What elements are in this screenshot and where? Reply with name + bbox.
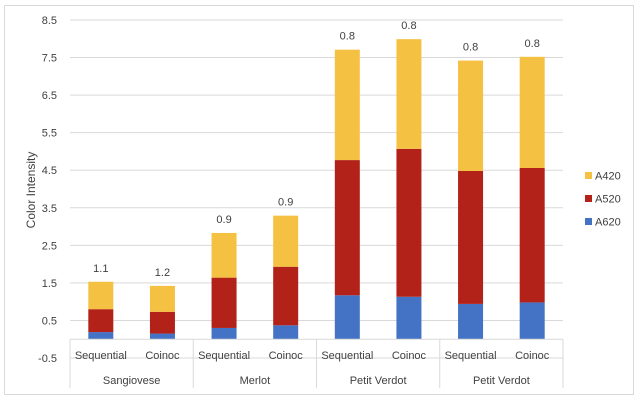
y-tick-label: 7.5 [42,53,57,65]
bar-segment-a620 [211,327,237,340]
group-label: Sangiovese [103,375,161,387]
bar-segment-a420 [396,39,422,149]
bar-segment-a420 [334,49,360,161]
data-label: 1.1 [93,263,108,275]
legend-swatch-a520 [585,195,592,202]
data-label: 0.8 [401,20,416,32]
y-axis-title: Color Intensity [24,152,38,229]
bar-segment-a620 [149,333,175,340]
bar-segment-a620 [519,302,545,340]
data-label: 0.9 [278,197,293,209]
y-tick-label: 6.5 [42,90,57,102]
bar-segment-a520 [273,266,299,326]
y-tick-label: 8.5 [42,15,57,27]
legend-label: A520 [595,194,621,206]
bar-segment-a620 [334,295,360,340]
bar-segment-a520 [396,148,422,297]
x-tick-label: Coinoc [269,350,304,362]
x-tick-label: Coinoc [392,350,427,362]
y-tick-label: 1.5 [42,278,57,290]
y-tick-label: 3.5 [42,203,57,215]
x-tick-label: Sequential [198,350,250,362]
y-tick-label: -0.5 [38,353,57,365]
bar-segment-a520 [211,277,237,328]
bar-segment-a620 [273,325,299,340]
data-label: 0.8 [463,42,478,54]
bar-segment-a620 [88,332,114,340]
data-label: 1.2 [155,267,170,279]
bar-segment-a520 [519,167,545,303]
legend-label: A620 [595,217,621,229]
group-label: Petit Verdot [350,375,407,387]
bar-segment-a420 [88,281,114,310]
legend-swatch-a620 [585,218,592,225]
data-label: 0.8 [525,38,540,50]
y-tick-label: 0.5 [42,315,57,327]
data-label: 0.9 [216,214,231,226]
bar-segment-a520 [334,160,360,296]
legend-label: A420 [595,171,621,183]
bar-segment-a420 [211,232,237,278]
bar-segment-a420 [273,215,299,267]
bar-segment-a520 [149,311,175,334]
bar-segment-a620 [396,296,422,340]
bar-segment-a520 [458,170,484,304]
x-tick-label: Coinoc [145,350,180,362]
y-tick-label: 5.5 [42,128,57,140]
x-tick-label: Sequential [321,350,373,362]
bar-segment-a420 [149,285,175,312]
group-label: Petit Verdot [473,375,530,387]
x-tick-label: Coinoc [515,350,550,362]
x-tick-label: Sequential [445,350,497,362]
legend-swatch-a420 [585,172,592,179]
bar-segment-a520 [88,309,114,333]
data-label: 0.8 [340,31,355,43]
y-tick-label: 2.5 [42,240,57,252]
y-tick-label: 4.5 [42,165,57,177]
x-tick-label: Sequential [75,350,127,362]
bar-segment-a620 [458,303,484,340]
group-label: Merlot [240,375,271,387]
bar-segment-a420 [458,60,484,171]
bar-segment-a420 [519,56,545,168]
